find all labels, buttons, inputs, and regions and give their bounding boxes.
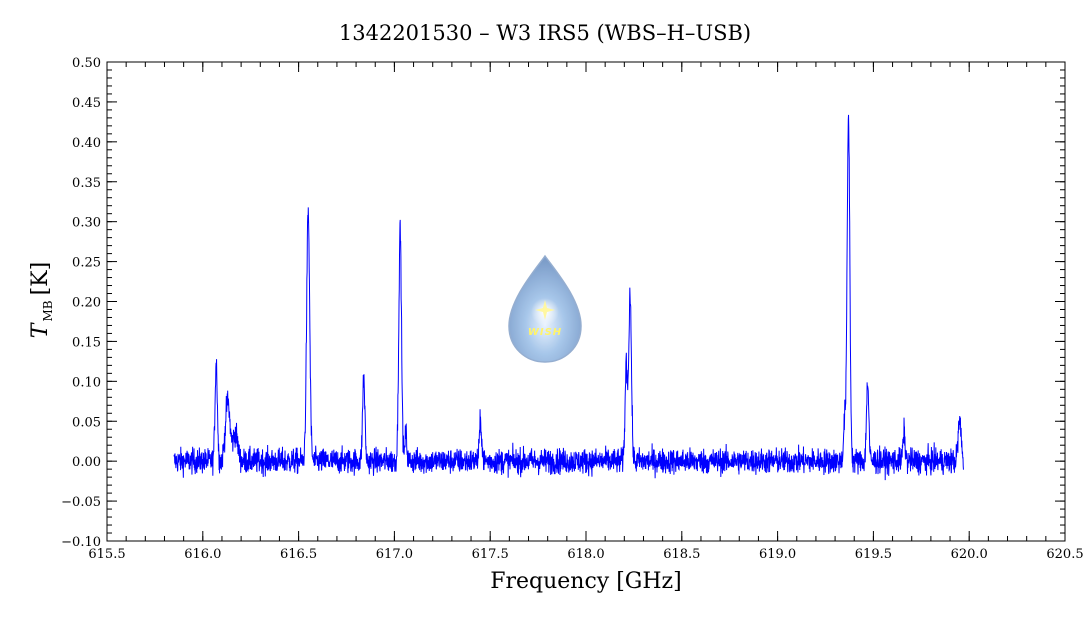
spectrum-series-line [173,114,964,481]
y-tick-label: 0.20 [72,296,101,311]
x-tick-label: 617.5 [472,547,509,562]
y-axis-label: TMB [K] [28,262,55,338]
y-axis-label-subscript: MB [41,300,55,321]
axis-ticks [106,61,1066,542]
y-tick-label: 0.35 [72,176,101,191]
y-tick-label: 0.40 [72,136,101,151]
y-tick-label: −0.10 [61,535,101,550]
chart-title: 1342201530 – W3 IRS5 (WBS–H–USB) [339,21,751,45]
y-tick-label: 0.45 [72,96,101,111]
x-tick-label: 616.5 [280,547,317,562]
y-tick-label: 0.50 [72,56,101,71]
star-icon [535,300,555,320]
y-tick-label: −0.05 [61,495,101,510]
y-tick-label: 0.30 [72,216,101,231]
x-tick-label: 617.0 [376,547,413,562]
x-tick-label: 618.5 [663,547,700,562]
spectrum-trace [173,114,964,481]
x-axis-label: Frequency [GHz] [490,569,682,594]
axis-tick-labels: 615.5 616.0 616.5 617.0 617.5 618.0 618.5 619.0… [61,56,1083,562]
x-tick-label: 620.0 [951,547,988,562]
y-tick-label: 0.25 [72,256,101,271]
y-axis-label-unit: [K] [28,262,53,296]
y-tick-label: 0.10 [72,375,101,390]
x-tick-label: 615.5 [88,547,125,562]
x-tick-label: 620.5 [1046,547,1083,562]
y-tick-label: 0.00 [72,455,101,470]
x-tick-label: 619.5 [855,547,892,562]
x-tick-label: 618.0 [567,547,604,562]
y-tick-label: 0.15 [72,335,101,350]
x-tick-label: 616.0 [184,547,221,562]
watermark-label: WISH [528,327,562,338]
y-axis-label-symbol: T [28,321,53,338]
x-tick-label: 619.0 [759,547,796,562]
wish-logo: WISH [508,254,582,363]
y-tick-label: 0.05 [72,415,101,430]
